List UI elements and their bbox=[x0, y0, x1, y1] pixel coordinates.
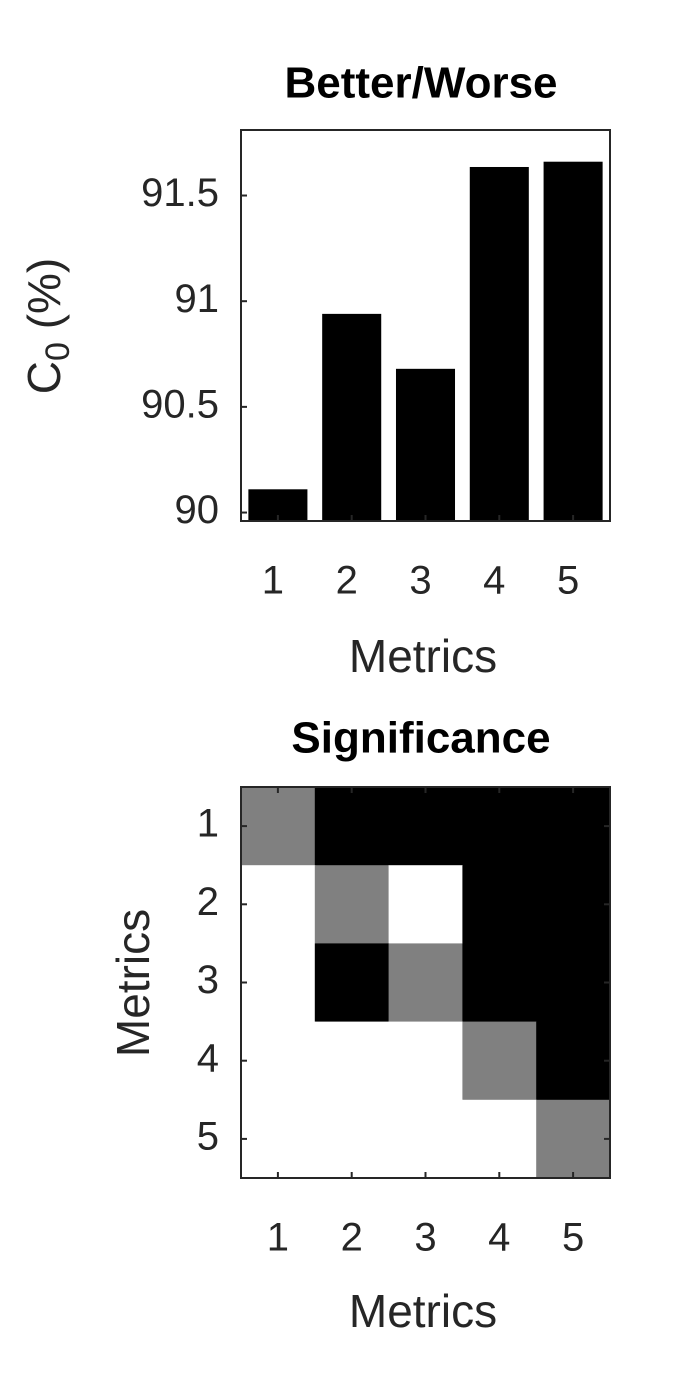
x-axis-label: Metrics bbox=[349, 630, 497, 682]
heat-cell bbox=[462, 865, 537, 944]
x-axis-label: Metrics bbox=[349, 1285, 497, 1337]
y-tick-label: 3 bbox=[197, 958, 219, 1002]
heat-cell bbox=[241, 787, 316, 866]
heat-cell bbox=[388, 865, 463, 944]
y-tick-label: 90.5 bbox=[141, 382, 219, 426]
heat-cell bbox=[462, 1099, 537, 1179]
heat-cell bbox=[462, 943, 537, 1023]
x-tick-label: 2 bbox=[341, 1216, 363, 1260]
y-tick-label: 1 bbox=[197, 802, 219, 846]
bar bbox=[543, 161, 603, 521]
chart-title: Better/Worse bbox=[284, 59, 557, 108]
y-tick-label: 91.5 bbox=[141, 171, 219, 215]
x-tick-label: 1 bbox=[262, 559, 284, 603]
y-axis-label: Metrics bbox=[107, 909, 159, 1057]
y-tick-label: 91 bbox=[175, 277, 220, 321]
heat-cell bbox=[462, 787, 537, 866]
y-tick-label: 5 bbox=[197, 1114, 219, 1158]
y-tick-label: 4 bbox=[197, 1036, 219, 1080]
x-tick-label: 4 bbox=[488, 1216, 510, 1260]
y-label-unit: (%) bbox=[18, 258, 70, 342]
heat-cell bbox=[314, 787, 390, 866]
x-tick-label: 5 bbox=[557, 559, 579, 603]
heat-cell bbox=[462, 1021, 537, 1101]
bar bbox=[395, 368, 456, 521]
heat-cell bbox=[388, 787, 463, 866]
heat-cell bbox=[241, 1099, 316, 1179]
heat-cell bbox=[536, 787, 611, 866]
heat-cell bbox=[536, 865, 611, 944]
heat-cell bbox=[388, 1099, 463, 1179]
heat-cell bbox=[314, 865, 390, 944]
y-tick-label: 90 bbox=[175, 488, 220, 532]
bar bbox=[469, 166, 529, 521]
heat-cell bbox=[241, 1021, 316, 1101]
x-tick-label: 2 bbox=[336, 559, 358, 603]
heat-cell bbox=[536, 1099, 611, 1179]
x-tick-label: 3 bbox=[414, 1216, 436, 1260]
bar bbox=[322, 313, 382, 521]
axes-box bbox=[240, 129, 611, 522]
heat-cell bbox=[241, 943, 316, 1023]
y-label-base: C bbox=[18, 361, 70, 394]
x-tick-label: 5 bbox=[562, 1216, 584, 1260]
heat-cell bbox=[536, 943, 611, 1023]
y-tick-label: 2 bbox=[197, 880, 219, 924]
heat-cell bbox=[314, 1099, 390, 1179]
x-tick-label: 1 bbox=[267, 1216, 289, 1260]
heat-cell bbox=[388, 943, 463, 1023]
heat-cell bbox=[241, 865, 316, 944]
chart-title: Significance bbox=[291, 714, 550, 763]
heat-cell bbox=[314, 943, 390, 1023]
heat-cell bbox=[536, 1021, 611, 1101]
y-axis-label: C0 (%) bbox=[18, 258, 77, 394]
y-label-subscript: 0 bbox=[39, 342, 77, 361]
x-tick-label: 3 bbox=[409, 559, 431, 603]
heat-cell bbox=[388, 1021, 463, 1101]
x-tick-label: 4 bbox=[483, 559, 505, 603]
heat-cell bbox=[314, 1021, 390, 1101]
axes-box bbox=[240, 786, 611, 1179]
